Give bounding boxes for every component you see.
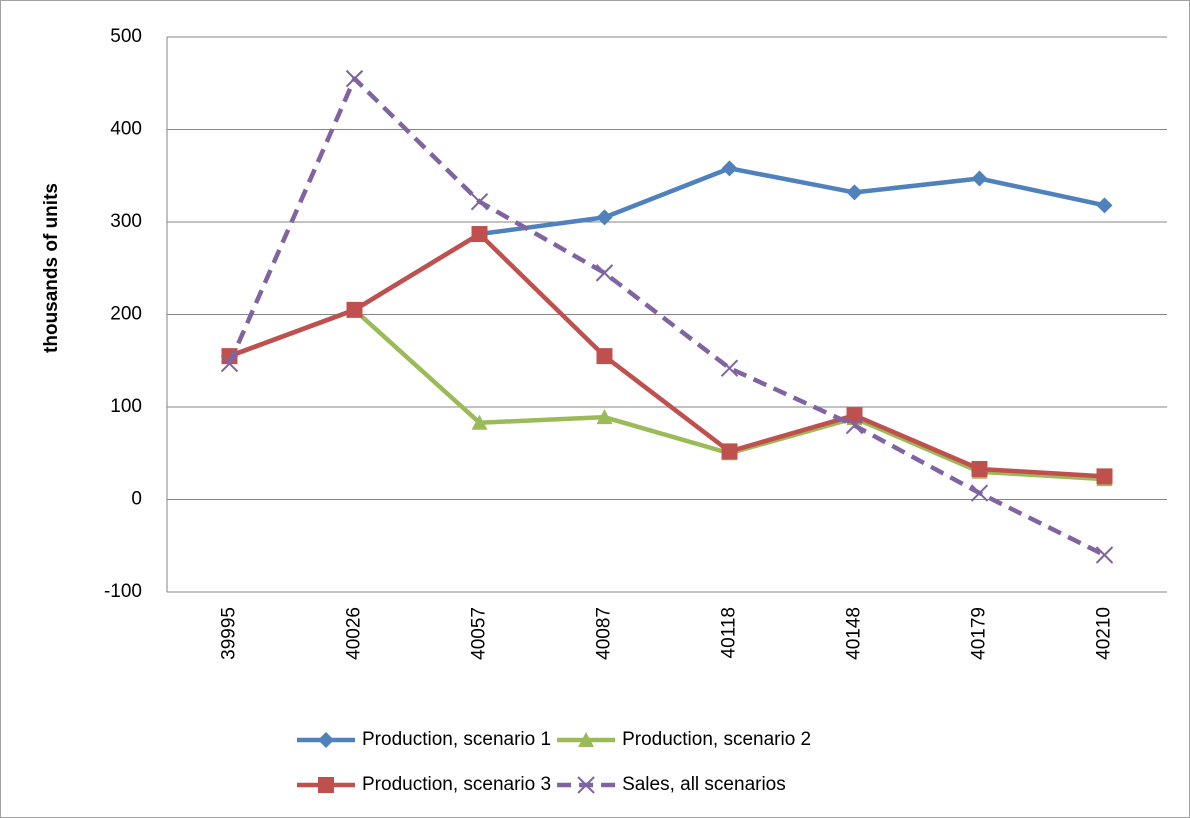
marker — [596, 409, 613, 425]
marker — [971, 460, 988, 477]
marker — [1096, 468, 1113, 485]
y-axis-title: thousands of units — [41, 183, 62, 353]
x-tick-label: 40118 — [719, 607, 740, 658]
x-tick-label: 40026 — [344, 607, 365, 660]
marker — [470, 192, 489, 211]
legend-label: Production, scenario 2 — [622, 729, 811, 750]
marker — [846, 407, 863, 424]
marker — [596, 348, 613, 365]
series-line — [227, 76, 1106, 558]
marker — [721, 160, 738, 177]
legend-item: Production, scenario 2 — [557, 729, 811, 750]
marker — [845, 416, 864, 435]
y-tick-label: 500 — [110, 26, 142, 47]
y-tick-label: 200 — [110, 304, 142, 325]
marker — [1096, 197, 1113, 214]
x-tick-label: 40148 — [844, 607, 865, 660]
x-tick-label: 39995 — [219, 607, 240, 660]
marker — [318, 777, 334, 793]
marker — [471, 226, 488, 243]
marker — [346, 301, 363, 318]
series-line — [228, 307, 1105, 482]
marker — [577, 776, 595, 794]
legend-item: Production, scenario 3 — [297, 774, 551, 795]
marker — [220, 354, 239, 373]
x-tick-label: 40087 — [594, 607, 615, 660]
y-tick-label: 300 — [110, 211, 142, 232]
y-tick-label: 0 — [131, 489, 142, 510]
marker — [596, 209, 613, 226]
y-tick-label: 100 — [110, 396, 142, 417]
legend-label: Production, scenario 3 — [362, 774, 551, 795]
x-tick-label: 40210 — [1094, 607, 1115, 660]
marker — [471, 414, 488, 430]
marker — [318, 732, 334, 748]
y-tick-label: 400 — [110, 119, 142, 140]
marker — [720, 359, 739, 377]
marker — [846, 184, 863, 201]
x-tick-label: 40179 — [969, 607, 990, 660]
legend-item: Sales, all scenarios — [557, 774, 786, 795]
y-tick-label: -100 — [104, 581, 142, 602]
marker — [1095, 546, 1114, 564]
marker — [970, 484, 989, 502]
legend-label: Production, scenario 1 — [362, 729, 551, 750]
legend-item: Production, scenario 1 — [297, 729, 551, 750]
x-tick-label: 40057 — [469, 607, 490, 660]
marker — [971, 170, 988, 187]
marker — [595, 264, 614, 282]
marker — [721, 443, 738, 460]
series-line — [228, 231, 1105, 479]
marker — [578, 732, 595, 747]
legend-label: Sales, all scenarios — [622, 774, 786, 795]
marker — [345, 69, 364, 88]
